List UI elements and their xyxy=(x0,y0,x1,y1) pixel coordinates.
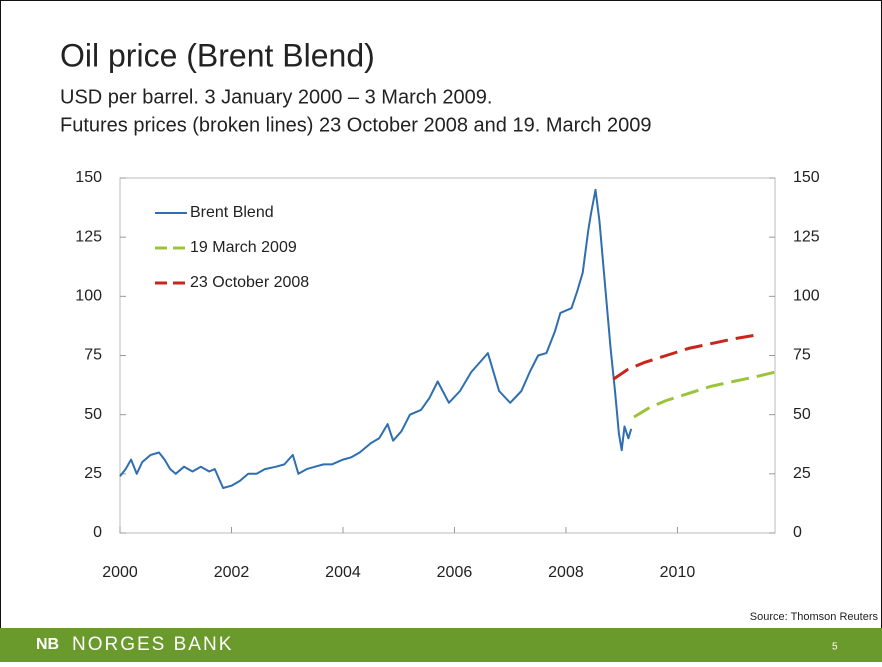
y-tick-label: 150 xyxy=(75,169,102,186)
y-tick-label: 100 xyxy=(75,288,102,305)
y2-tick-label: 150 xyxy=(793,169,820,186)
y-tick-label: 75 xyxy=(84,347,102,364)
legend-label: 19 March 2009 xyxy=(190,239,297,256)
y-tick-label: 25 xyxy=(84,465,102,482)
y-tick-label: 50 xyxy=(84,406,102,423)
chart-subtitle: USD per barrel. 3 January 2000 – 3 March… xyxy=(60,86,492,108)
footer-bank: NORGES BANK xyxy=(72,634,233,655)
x-tick-label: 2004 xyxy=(325,564,361,581)
series-line xyxy=(119,188,633,489)
y2-tick-label: 25 xyxy=(793,465,811,482)
source: Source: Thomson Reuters xyxy=(750,611,879,623)
y2-tick-label: 50 xyxy=(793,406,811,423)
footer-bar xyxy=(0,628,882,662)
y-tick-label: 125 xyxy=(75,228,102,245)
y2-tick-label: 100 xyxy=(793,288,820,305)
legend-label: 23 October 2008 xyxy=(190,274,309,291)
x-tick-label: 2010 xyxy=(660,564,696,581)
footer-logo: NB xyxy=(36,636,59,653)
page-number: 5 xyxy=(832,642,838,653)
chart-subtitle: Futures prices (broken lines) 23 October… xyxy=(60,114,651,136)
y2-tick-label: 0 xyxy=(793,524,802,541)
legend-label: Brent Blend xyxy=(190,204,274,221)
y2-tick-label: 75 xyxy=(793,347,811,364)
x-tick-label: 2000 xyxy=(102,564,138,581)
x-tick-label: 2002 xyxy=(214,564,250,581)
y-tick-label: 0 xyxy=(93,524,102,541)
chart-title: Oil price (Brent Blend) xyxy=(60,37,375,73)
y2-tick-label: 125 xyxy=(793,228,820,245)
x-tick-label: 2008 xyxy=(548,564,584,581)
x-tick-label: 2006 xyxy=(437,564,473,581)
